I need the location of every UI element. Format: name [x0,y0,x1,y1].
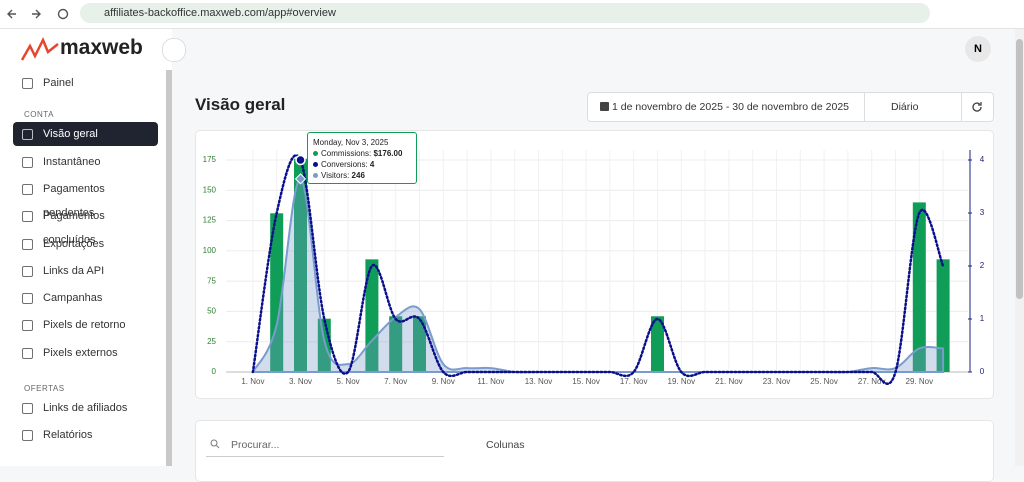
chart: 0 25 50 75 100 125 150 175 0 1 2 3 4 1. Nov 3. Nov 5. N… [203,150,985,386]
tooltip-value: $176.00 [373,149,403,158]
x-tick-label: 5. Nov [337,377,360,386]
interval-select[interactable]: Diário [891,101,919,113]
y-tick-label: 0 [212,367,217,376]
refresh-button[interactable] [971,101,983,113]
x-tick-label: 27. Nov [858,377,886,386]
x-tick-label: 15. Nov [572,377,600,386]
bar [389,316,403,372]
nav-item[interactable]: Pagamentos pendentes [13,177,158,219]
x-tick-label: 11. Nov [477,377,504,386]
nav-item[interactable]: Painel [13,71,158,95]
x-tick-label: 17. Nov [620,377,648,386]
nav-item[interactable]: Exportações [13,232,158,256]
bar [912,202,926,372]
nav-item[interactable]: Links da API [13,259,158,283]
x-tick-label: 9. Nov [432,377,455,386]
nav-item[interactable]: Pixels de retorno [13,313,158,337]
tooltip-label: Conversions: [321,160,368,169]
y-tick-label: 75 [207,276,216,285]
highlight-point [295,154,306,166]
section-title: OFERTAS [24,384,65,393]
x-tick-label: 7. Nov [384,377,407,386]
y2-tick-label: 0 [980,367,985,376]
section-title: CONTA [24,110,54,120]
nav-item[interactable]: Campanhas [13,286,158,310]
y-tick-label: 50 [207,307,216,316]
url-bar[interactable]: affiliates-backoffice.maxweb.com/app#ove… [80,3,930,23]
tooltip-row: Commissions: $176.00 [313,148,411,159]
search-input[interactable]: Procurar... [231,439,280,451]
y-tick-label: 175 [203,155,217,164]
x-tick-label: 21. Nov [715,377,743,386]
x-tick-label: 19. Nov [668,377,696,386]
sidebar-scrollbar [166,70,172,466]
page-title: Visão geral [195,95,286,114]
date-range[interactable]: 1 de novembro de 2025 - 30 de novembro d… [612,101,850,113]
bar [294,158,307,372]
tooltip-value: 246 [351,171,365,180]
y2-tick-label: 2 [980,261,985,270]
bar [270,213,284,372]
nav-buttons[interactable] [6,6,72,22]
x-tick-label: 23. Nov [763,377,791,386]
search-icon [210,439,220,449]
y2-tick-label: 1 [980,314,985,323]
x-tick-label: 29. Nov [906,377,934,386]
table-card: Procurar... Colunas [195,420,994,482]
tooltip-row: Visitors: 246 [313,170,411,181]
y-tick-label: 125 [203,216,217,225]
date-filter: 1 de novembro de 2025 - 30 de novembro d… [587,92,994,122]
x-tick-label: 25. Nov [810,377,838,386]
highlight-point [294,173,307,185]
page-scrollbar [1015,29,1024,466]
tooltip-label: Commissions: [321,149,372,158]
browser-bar: affiliates-backoffice.maxweb.com/app#ove… [0,0,1024,29]
tooltip-title: Monday, Nov 3, 2025 [313,138,389,147]
y2-tick-label: 4 [980,155,985,164]
x-tick-label: 1. Nov [241,377,264,386]
nav-item[interactable]: Links de afiliados [13,396,158,420]
tooltip-row: Conversions: 4 [313,159,411,170]
tooltip-value: 4 [369,160,375,169]
bar [413,316,426,372]
line [251,154,945,385]
logo-icon [20,36,59,61]
tooltip-label: Visitors: [321,171,350,180]
y-tick-label: 25 [207,337,216,346]
columns-button[interactable]: Colunas [486,439,525,451]
bar [936,259,950,372]
bar [651,316,664,372]
x-tick-label: 3. Nov [289,377,312,386]
nav-item[interactable]: Pixels externos [13,341,158,365]
nav-item[interactable]: Relatórios [13,423,158,447]
y-tick-label: 150 [203,185,217,194]
nav-item[interactable]: Pagamentos concluídos [13,204,158,246]
tooltip: Monday, Nov 3, 2025 Commissions: $176.00… [307,132,417,184]
nav-item[interactable]: Visão geral [13,122,158,147]
y2-tick-label: 3 [980,208,985,217]
logo: maxweb [60,36,143,59]
y-tick-label: 100 [203,246,217,255]
nav-item[interactable]: Instantâneo [13,150,158,174]
collapse-button[interactable] [162,38,186,62]
avatar[interactable]: N [965,36,991,62]
x-tick-label: 13. Nov [525,377,553,386]
sidebar [0,29,172,466]
